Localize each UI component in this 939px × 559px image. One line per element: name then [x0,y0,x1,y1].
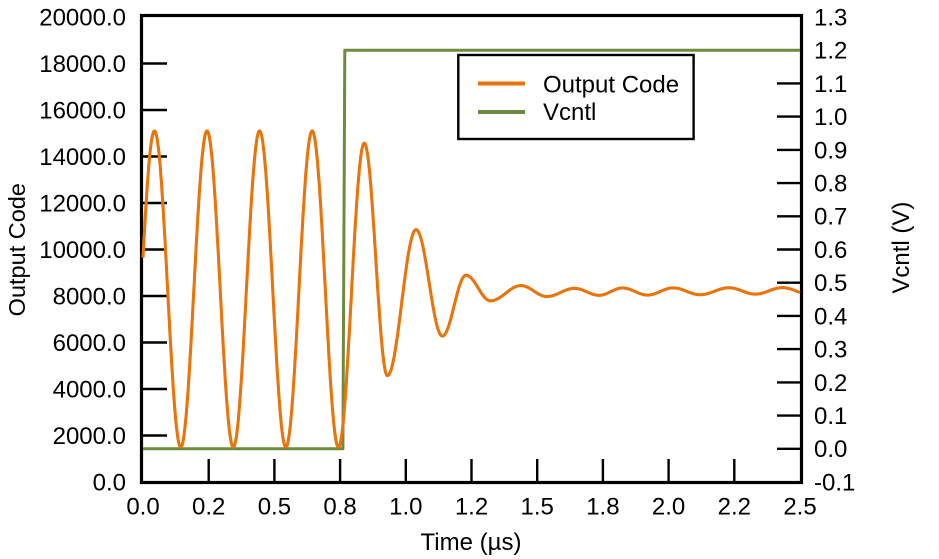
svg-text:Vcntl: Vcntl [543,99,596,126]
svg-text:2.5: 2.5 [783,494,816,521]
svg-text:20000.0: 20000.0 [39,4,126,31]
svg-text:0.1: 0.1 [814,403,847,430]
svg-text:1.8: 1.8 [586,494,619,521]
svg-text:1.0: 1.0 [389,494,422,521]
svg-text:16000.0: 16000.0 [39,97,126,124]
svg-text:0.8: 0.8 [323,494,356,521]
svg-text:0.2: 0.2 [192,494,225,521]
svg-text:1.1: 1.1 [814,71,847,98]
svg-text:1.3: 1.3 [814,4,847,31]
svg-text:18000.0: 18000.0 [39,51,126,78]
svg-text:6000.0: 6000.0 [53,330,126,357]
svg-text:0.0: 0.0 [814,436,847,463]
svg-text:0.5: 0.5 [258,494,291,521]
svg-text:4000.0: 4000.0 [53,376,126,403]
svg-text:0.2: 0.2 [814,370,847,397]
svg-text:0.0: 0.0 [93,469,126,496]
svg-text:12000.0: 12000.0 [39,190,126,217]
svg-text:0.3: 0.3 [814,337,847,364]
svg-text:0.7: 0.7 [814,204,847,231]
svg-text:8000.0: 8000.0 [53,283,126,310]
svg-text:Output Code: Output Code [4,183,30,316]
svg-text:2.0: 2.0 [652,494,685,521]
svg-text:0.8: 0.8 [814,171,847,198]
svg-text:1.5: 1.5 [521,494,554,521]
svg-text:0.5: 0.5 [814,270,847,297]
svg-text:Time (µs): Time (µs) [421,529,522,556]
svg-text:0.9: 0.9 [814,137,847,164]
svg-text:0.0: 0.0 [126,494,159,521]
svg-text:0.4: 0.4 [814,303,847,330]
svg-text:10000.0: 10000.0 [39,237,126,264]
svg-text:Output Code: Output Code [543,72,679,99]
svg-text:1.2: 1.2 [455,494,488,521]
svg-text:2.2: 2.2 [718,494,751,521]
svg-text:Vcntl (V): Vcntl (V) [888,202,915,294]
svg-text:1.0: 1.0 [814,104,847,131]
svg-text:2000.0: 2000.0 [53,423,126,450]
svg-text:14000.0: 14000.0 [39,144,126,171]
svg-text:0.6: 0.6 [814,237,847,264]
svg-text:1.2: 1.2 [814,38,847,65]
svg-text:-0.1: -0.1 [814,469,855,496]
